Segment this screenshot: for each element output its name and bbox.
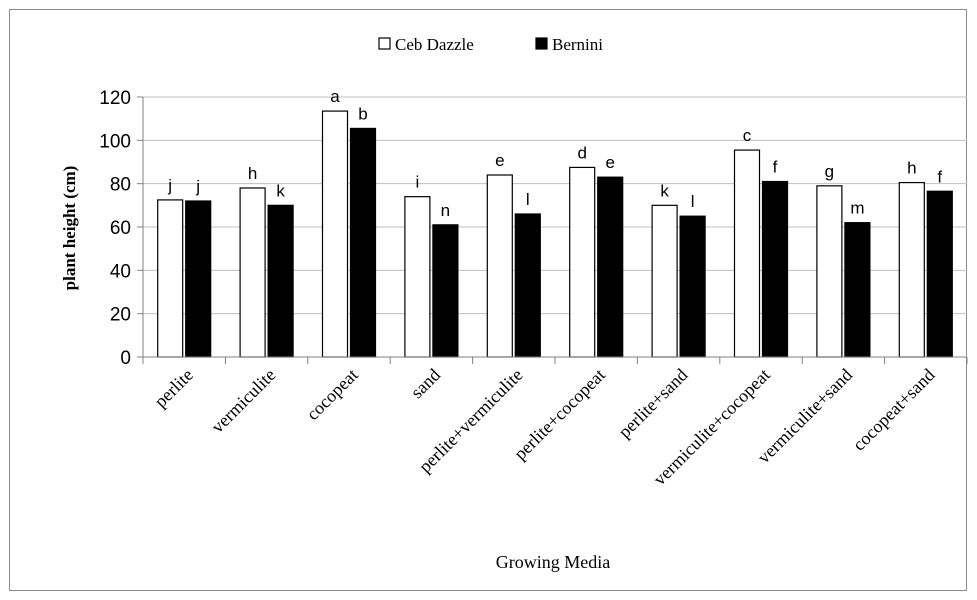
data-label: b: [358, 104, 367, 123]
x-axis: perlite vermiculite cocopeat sandperlite+ve…: [142, 356, 968, 489]
y-tick-label: 80: [110, 175, 131, 196]
bar-bernini: [432, 224, 459, 358]
x-axis-title: Growing Media: [496, 552, 610, 572]
data-label: c: [743, 126, 752, 145]
data-label: a: [330, 87, 340, 106]
data-label: n: [441, 201, 450, 220]
bar-bernini: [597, 176, 624, 358]
bar-bernini: [679, 215, 706, 358]
x-tick-label: cocopeat: [302, 365, 361, 424]
bar-ceb-dazzle: [816, 185, 843, 358]
bar-bernini: [761, 180, 789, 358]
data-label: g: [825, 162, 834, 181]
legend-swatch: [535, 37, 548, 50]
data-label: j: [195, 177, 200, 196]
bar-ceb-dazzle: [404, 196, 431, 358]
legend: Ceb Dazzle Bernini: [378, 35, 603, 54]
y-tick-label: 60: [110, 218, 131, 239]
x-tick-label: perlite+sand: [614, 365, 691, 442]
data-label: e: [495, 151, 504, 170]
gridlines: [143, 96, 967, 315]
legend-label: Ceb Dazzle: [395, 35, 474, 54]
data-label: f: [937, 167, 942, 186]
bar-ceb-dazzle: [569, 166, 596, 358]
bar-ceb-dazzle: [733, 149, 761, 358]
y-tick-label: 20: [110, 305, 131, 326]
bar-ceb-dazzle: [157, 199, 184, 358]
data-label: i: [416, 173, 420, 192]
data-label: f: [773, 158, 778, 177]
x-tick-label: vermiculite: [207, 365, 279, 437]
y-tick-label: 100: [99, 131, 131, 152]
data-label: m: [850, 199, 864, 218]
data-label: k: [276, 181, 285, 200]
data-label: h: [248, 164, 257, 183]
data-label: e: [605, 153, 614, 172]
data-label: k: [660, 181, 669, 200]
bar-ceb-dazzle: [898, 181, 925, 358]
y-axis: 0 20 40 60 80 100 120: [99, 88, 144, 369]
data-label: l: [526, 190, 530, 209]
legend-swatch: [378, 37, 391, 50]
bar-bernini: [185, 200, 212, 358]
data-label: l: [691, 192, 695, 211]
y-tick-label: 120: [99, 88, 131, 109]
bar-ceb-dazzle: [321, 110, 349, 358]
bar-bernini: [349, 127, 377, 358]
x-tick-label: sand: [407, 365, 444, 402]
bar-bernini: [514, 213, 541, 358]
y-tick-label: 0: [120, 348, 131, 369]
y-axis-title: plant height (cm): [60, 166, 79, 291]
legend-label: Bernini: [552, 35, 603, 54]
bar-ceb-dazzle: [239, 187, 266, 358]
data-label: j: [167, 176, 172, 195]
x-tick-label: cocopeat+sand: [849, 365, 939, 455]
bar-bernini: [926, 190, 953, 358]
data-label: d: [577, 143, 586, 162]
data-label: h: [907, 159, 916, 178]
bar-ceb-dazzle: [651, 204, 678, 358]
bar-ceb-dazzle: [486, 174, 513, 358]
y-tick-label: 40: [110, 261, 131, 282]
x-tick-label: perlite: [150, 365, 197, 412]
bar-bernini: [844, 222, 871, 358]
bar-bernini: [267, 204, 294, 358]
